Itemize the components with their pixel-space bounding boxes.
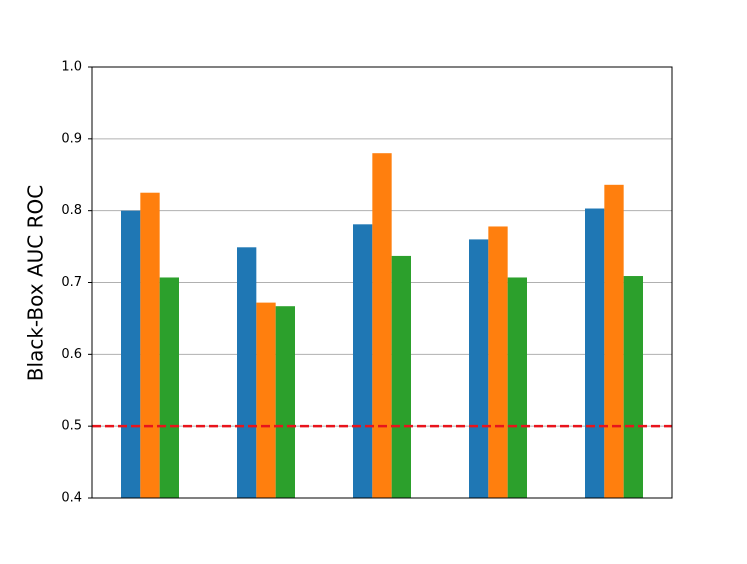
bar bbox=[275, 306, 295, 498]
y-tick-label: 0.5 bbox=[61, 419, 82, 434]
y-tick-label: 1.0 bbox=[61, 60, 82, 75]
bar bbox=[353, 224, 373, 498]
bar bbox=[372, 153, 392, 498]
y-tick-label: 0.8 bbox=[61, 203, 82, 218]
bar bbox=[488, 226, 508, 498]
bar bbox=[507, 277, 527, 498]
bar bbox=[391, 255, 411, 498]
bar bbox=[623, 276, 643, 498]
plot-frame bbox=[91, 66, 673, 499]
y-tick-label: 0.6 bbox=[61, 347, 82, 362]
bar bbox=[159, 277, 179, 498]
bar bbox=[121, 210, 141, 498]
y-tick-label: 0.9 bbox=[61, 131, 82, 146]
bar bbox=[469, 239, 489, 498]
y-tick-label: 0.4 bbox=[61, 491, 82, 506]
y-axis-label: Black-Box AUC ROC bbox=[24, 185, 48, 381]
y-tick-label: 0.7 bbox=[61, 275, 82, 290]
bar bbox=[140, 192, 160, 499]
bar bbox=[237, 247, 257, 498]
bar bbox=[585, 208, 605, 499]
bar bbox=[256, 302, 276, 498]
bar bbox=[604, 184, 624, 498]
